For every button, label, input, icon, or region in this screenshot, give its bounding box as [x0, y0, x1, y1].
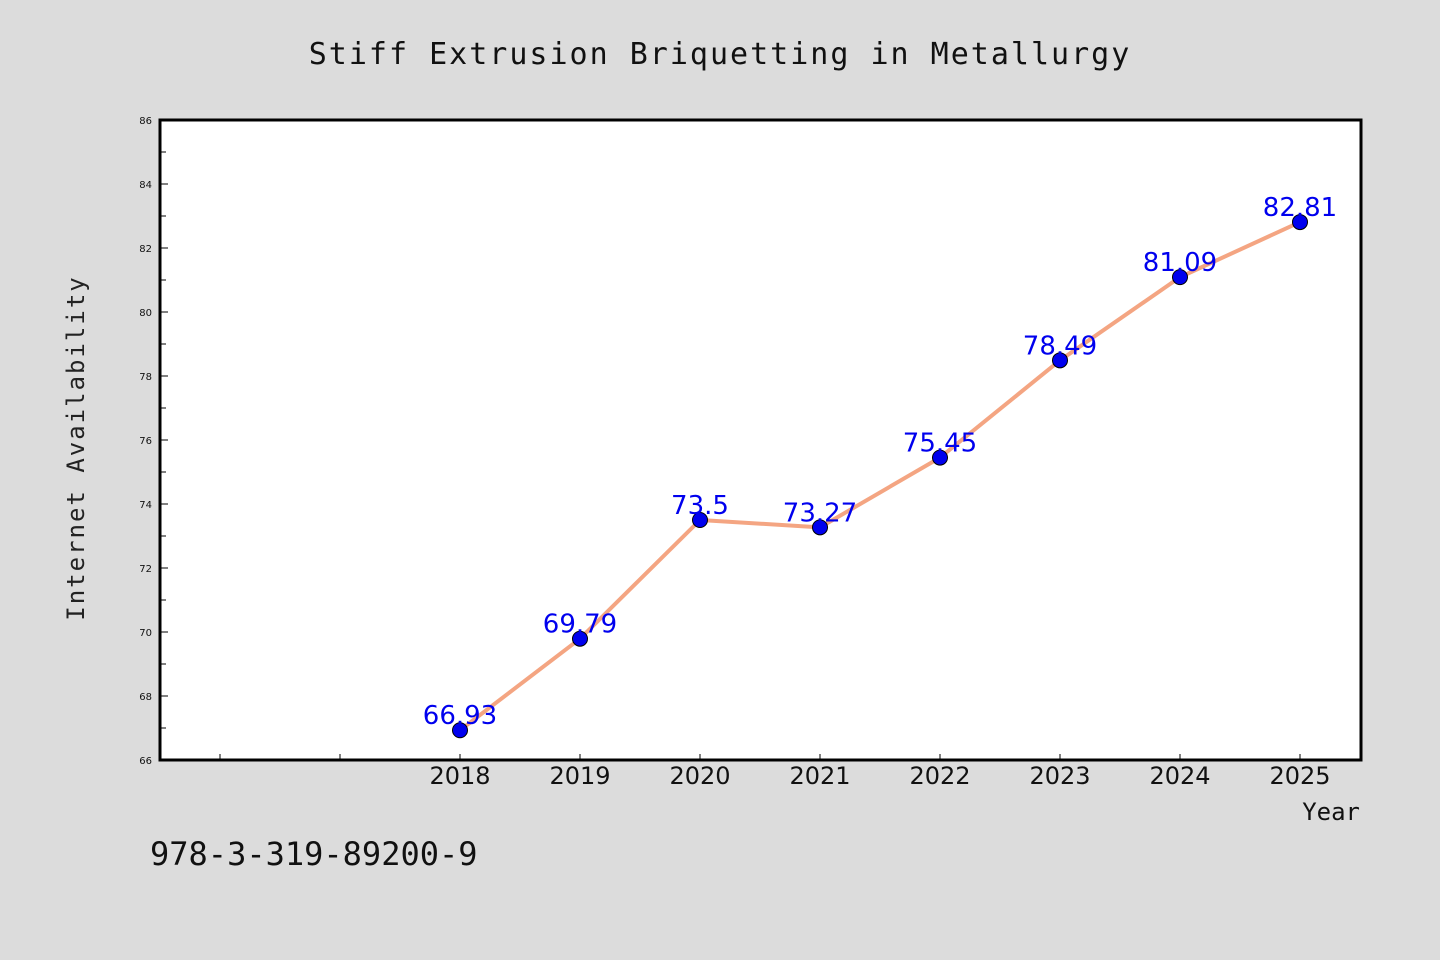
x-axis-label: Year: [1302, 798, 1360, 826]
data-point: [692, 512, 708, 528]
x-tick-label: 2023: [1029, 762, 1090, 790]
data-point: [572, 630, 588, 647]
y-tick-label: 84: [139, 180, 152, 191]
x-tick-label: 2022: [909, 762, 970, 790]
y-tick-label: 78: [139, 372, 152, 383]
data-point: [1292, 214, 1308, 231]
y-tick-label: 82: [139, 244, 152, 255]
points-layer: [452, 214, 1308, 739]
x-tick-label: 2025: [1269, 762, 1330, 790]
x-tick-label: 2018: [429, 762, 490, 790]
data-label: 75.45: [903, 429, 977, 459]
footer-code: 978-3-319-89200-9: [150, 835, 478, 873]
x-tick-label: 2024: [1149, 762, 1210, 790]
data-point: [452, 722, 468, 739]
data-label: 73.5: [671, 491, 729, 521]
y-tick-label: 74: [139, 500, 152, 511]
x-tick-label: 2020: [669, 762, 730, 790]
series-line: [458, 220, 1301, 732]
data-label: 81.09: [1143, 248, 1217, 278]
data-point: [812, 519, 828, 536]
y-tick-label: 76: [139, 436, 152, 447]
data-label: 82.81: [1263, 193, 1337, 223]
ticks-layer: 66 68 70 72 74 76 78 80 82 84 86 2018 2019 2020 2021 20…: [139, 116, 1330, 790]
y-axis-label: Internet Availability: [62, 275, 90, 620]
x-tick-label: 2021: [789, 762, 850, 790]
line-layer: [458, 220, 1301, 732]
data-label: 69.79: [543, 610, 617, 640]
data-point: [1052, 352, 1068, 369]
labels-layer: 66.93 69.79 73.5 73.27 75.45 78.49 81.09 82.81: [423, 193, 1337, 731]
data-point: [1172, 269, 1188, 286]
y-tick-label: 72: [139, 564, 152, 575]
data-label: 66.93: [423, 701, 497, 731]
chart-title: Stiff Extrusion Briquetting in Metallurg…: [309, 37, 1132, 72]
y-tick-label: 70: [139, 628, 152, 639]
plot-area: [158, 118, 1363, 762]
y-tick-label: 86: [139, 116, 152, 127]
y-tick-label: 66: [139, 756, 152, 767]
data-point: [932, 449, 948, 466]
data-label: 78.49: [1023, 331, 1097, 361]
data-label: 73.27: [783, 498, 857, 528]
y-tick-label: 68: [139, 692, 152, 703]
x-tick-label: 2019: [549, 762, 610, 790]
y-tick-label: 80: [139, 308, 152, 319]
